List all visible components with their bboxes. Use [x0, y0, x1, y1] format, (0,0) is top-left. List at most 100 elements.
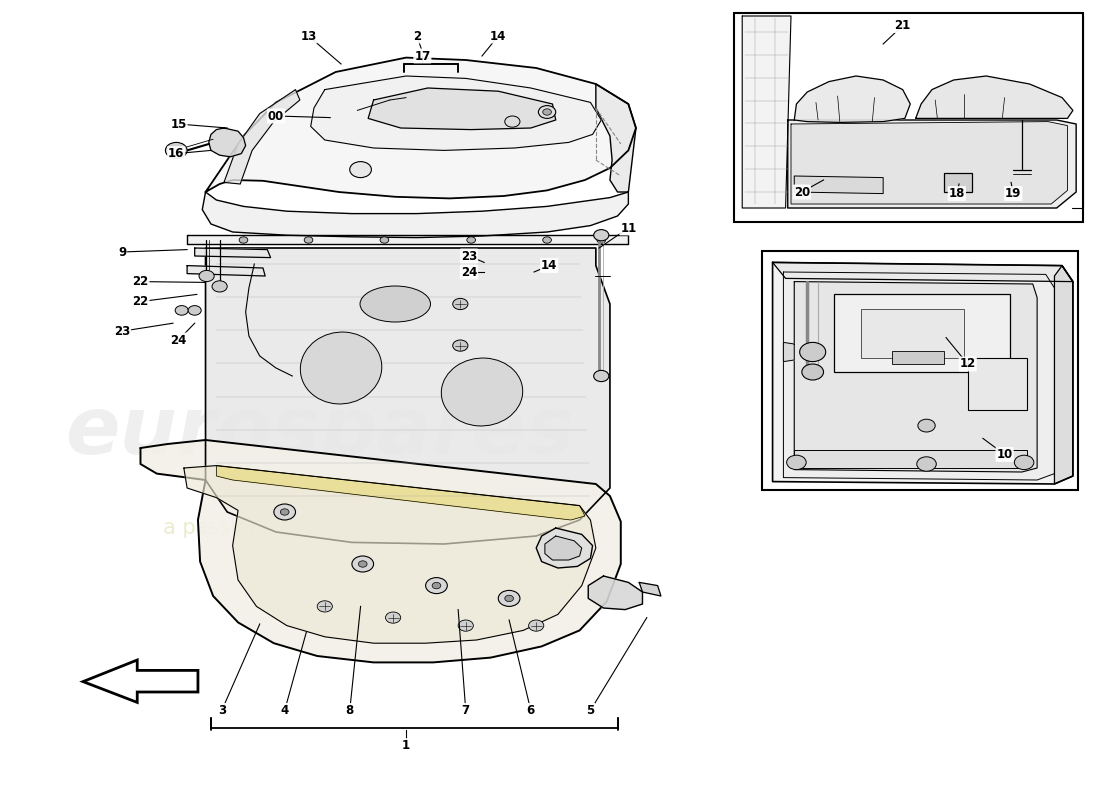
Text: 13: 13 [300, 30, 317, 42]
Text: 8: 8 [345, 704, 354, 717]
FancyBboxPatch shape [892, 351, 944, 364]
Text: 24: 24 [461, 266, 477, 278]
Circle shape [459, 620, 473, 631]
Circle shape [542, 109, 551, 115]
Ellipse shape [360, 286, 430, 322]
Circle shape [175, 306, 188, 315]
Text: 20: 20 [794, 186, 810, 198]
Circle shape [916, 457, 936, 471]
Polygon shape [544, 536, 582, 560]
Polygon shape [1055, 266, 1072, 484]
FancyBboxPatch shape [734, 13, 1082, 222]
Text: 15: 15 [170, 118, 187, 130]
Polygon shape [588, 576, 642, 610]
Text: 18: 18 [948, 187, 965, 200]
Polygon shape [224, 90, 300, 184]
Ellipse shape [441, 358, 522, 426]
Polygon shape [791, 122, 1067, 204]
Polygon shape [536, 528, 593, 568]
Text: 4: 4 [280, 704, 289, 717]
Text: 22: 22 [132, 275, 148, 288]
Text: 10: 10 [997, 448, 1013, 461]
Circle shape [385, 612, 400, 623]
Circle shape [381, 237, 388, 243]
Circle shape [800, 342, 826, 362]
Polygon shape [206, 58, 636, 198]
Text: 2: 2 [412, 30, 421, 42]
Circle shape [505, 595, 514, 602]
Polygon shape [788, 120, 1076, 208]
Circle shape [426, 578, 448, 594]
Circle shape [597, 237, 606, 243]
Text: since: since [807, 348, 872, 372]
Circle shape [466, 237, 475, 243]
Polygon shape [209, 128, 245, 157]
Circle shape [1014, 455, 1034, 470]
Polygon shape [772, 262, 1072, 484]
Text: eurospares: eurospares [65, 393, 574, 471]
Text: 12: 12 [959, 358, 976, 370]
Circle shape [359, 561, 367, 567]
Text: 6: 6 [527, 704, 535, 717]
Polygon shape [184, 466, 596, 643]
Circle shape [498, 590, 520, 606]
Text: 21: 21 [894, 19, 911, 32]
Polygon shape [794, 282, 1037, 472]
Circle shape [594, 230, 609, 241]
Polygon shape [202, 192, 628, 238]
Polygon shape [310, 76, 602, 150]
Polygon shape [82, 660, 198, 702]
Text: 3: 3 [218, 704, 226, 717]
Circle shape [280, 509, 289, 515]
Text: 9: 9 [118, 246, 127, 258]
Polygon shape [794, 176, 883, 194]
Polygon shape [742, 16, 791, 208]
Polygon shape [915, 76, 1072, 118]
Circle shape [453, 298, 468, 310]
Circle shape [274, 504, 296, 520]
Polygon shape [141, 440, 620, 662]
Circle shape [786, 455, 806, 470]
FancyBboxPatch shape [861, 309, 965, 358]
Polygon shape [783, 272, 1055, 480]
Circle shape [188, 306, 201, 315]
Circle shape [165, 142, 187, 158]
Circle shape [802, 364, 824, 380]
Text: a passionate parts since 1985: a passionate parts since 1985 [163, 518, 476, 538]
Circle shape [432, 582, 441, 589]
Text: 00: 00 [268, 110, 284, 122]
Polygon shape [187, 235, 628, 244]
Text: 7: 7 [462, 704, 470, 717]
Polygon shape [368, 88, 556, 130]
Circle shape [352, 556, 374, 572]
FancyBboxPatch shape [794, 450, 1027, 468]
Polygon shape [187, 266, 265, 276]
Text: 23: 23 [114, 325, 130, 338]
Text: 14: 14 [541, 259, 558, 272]
Text: 22: 22 [132, 295, 148, 308]
FancyBboxPatch shape [968, 358, 1027, 410]
Circle shape [917, 419, 935, 432]
Text: 1: 1 [402, 739, 410, 752]
FancyBboxPatch shape [835, 294, 1010, 372]
Text: 1985: 1985 [767, 374, 913, 426]
Polygon shape [206, 248, 609, 544]
FancyBboxPatch shape [761, 251, 1078, 490]
Text: 23: 23 [461, 250, 477, 262]
Polygon shape [217, 466, 585, 520]
Polygon shape [772, 262, 1072, 282]
Text: 17: 17 [415, 50, 430, 62]
FancyBboxPatch shape [944, 173, 972, 192]
Circle shape [212, 281, 228, 292]
Polygon shape [195, 248, 271, 258]
Circle shape [199, 270, 214, 282]
Text: 14: 14 [491, 30, 506, 42]
Text: 16: 16 [168, 147, 185, 160]
Text: 5: 5 [586, 704, 595, 717]
Circle shape [594, 370, 609, 382]
Polygon shape [596, 84, 636, 192]
Circle shape [350, 162, 372, 178]
Circle shape [529, 620, 543, 631]
Circle shape [538, 106, 556, 118]
Polygon shape [639, 582, 661, 596]
